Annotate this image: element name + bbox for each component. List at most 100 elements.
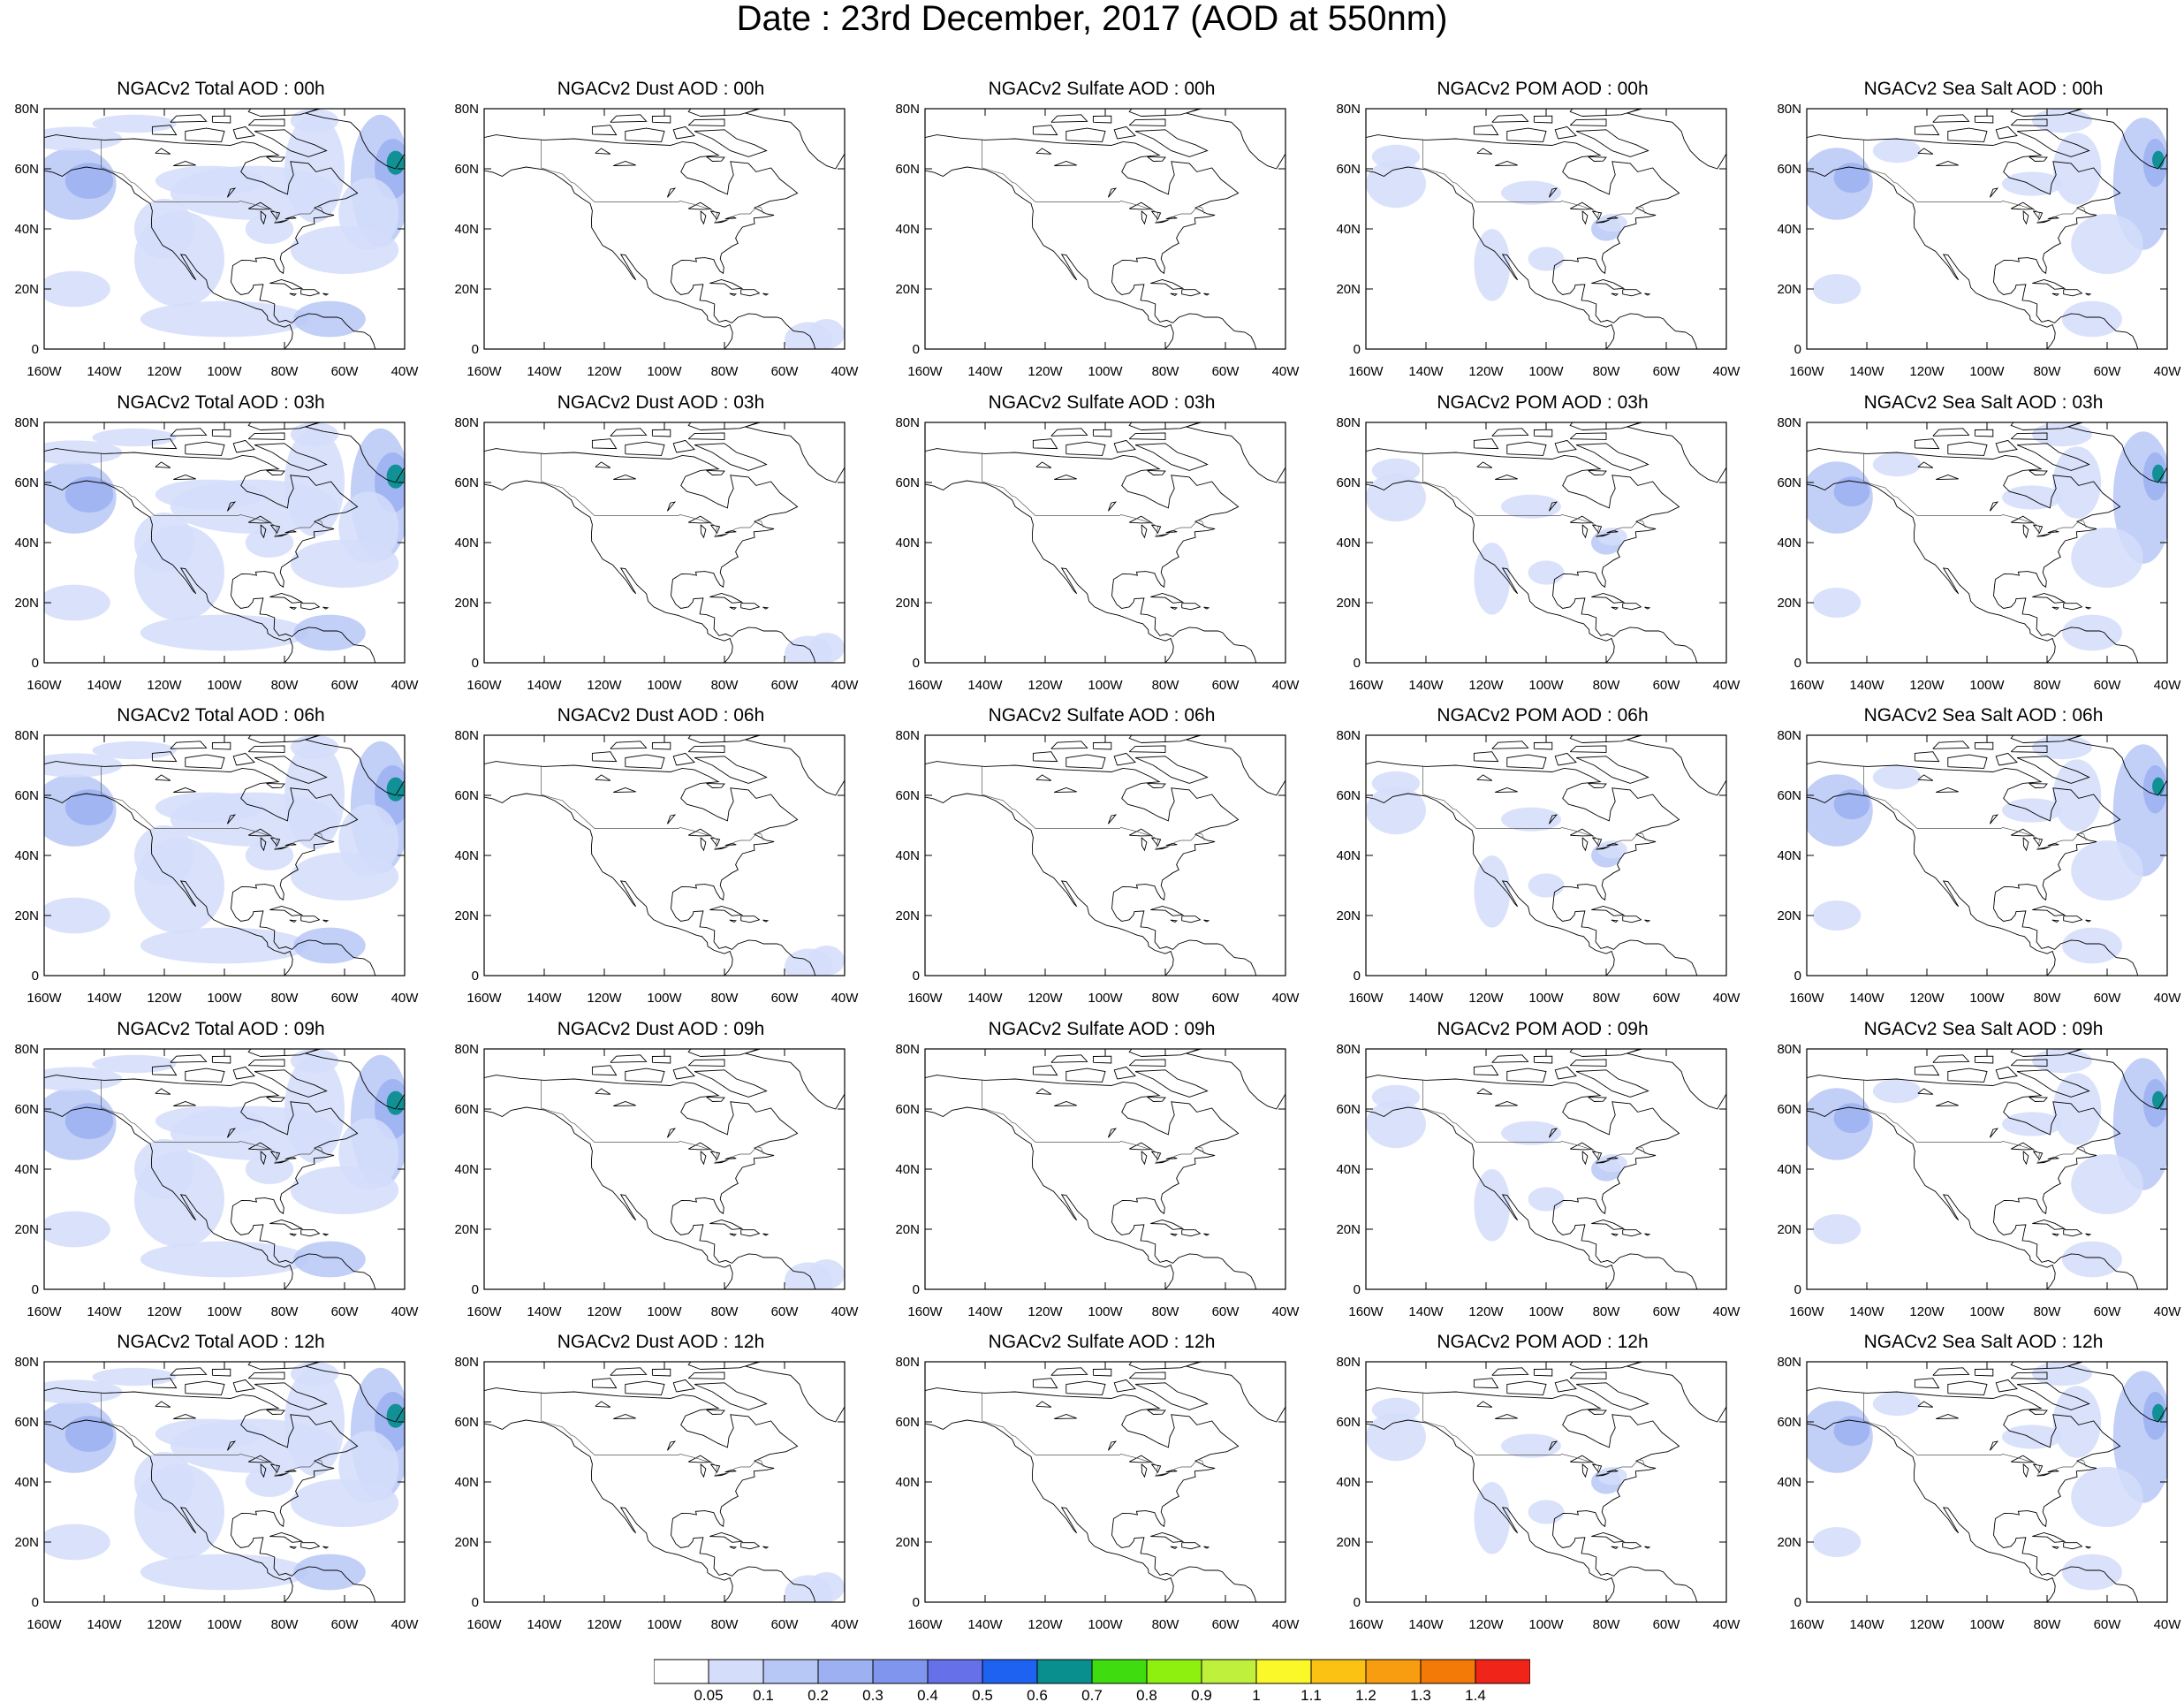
coastline [1054,787,1077,794]
coastlines [1807,1362,2167,1602]
lat-tick-label: 80N [14,728,39,743]
coastline [1569,1049,1643,1057]
coastline [613,787,636,794]
coastline [44,1106,293,1289]
coastline [2010,201,2035,210]
aod-patch [338,804,399,877]
lon-tick-label: 120W [1468,364,1504,379]
colorbar: 0.05 0.1 0.2 0.3 0.4 0.5 0.6 0.7 0.8 0.9 1 1.1 1.2 1.… [654,1659,1530,1702]
coastline [274,846,288,850]
lat-tick-label: 80N [895,102,920,117]
lon-tick-label: 120W [147,1304,182,1319]
coastline [591,438,618,450]
aod-field [1807,735,2167,964]
lat-tick-label: 0 [32,1595,39,1610]
coastline [1575,443,1649,471]
aod-map: 160W 140W 120W 100W 80W 60W 40W 0 20N 40N 60N 80N [14,1355,419,1632]
coastline [1032,438,1058,450]
coastline [1491,114,1529,123]
lon-tick-label: 80W [711,991,739,1006]
lon-tick-label: 80W [1593,364,1621,379]
coastline [1147,1096,1166,1102]
coastline [289,606,297,611]
coastline [266,156,285,162]
coastline [1495,787,1518,794]
national-border [541,1080,764,1163]
lon-tick-label: 140W [87,1617,122,1632]
coastline [1644,1546,1651,1549]
aod-patch [293,1554,366,1591]
coastline [1155,1472,1169,1477]
coastline [714,1159,728,1164]
coastline [1141,210,1148,225]
aod-field [1366,144,1627,301]
coastline [1644,919,1651,923]
coastline [170,428,208,437]
lat-tick-label: 40N [1777,222,1801,237]
coastline [247,201,272,210]
lon-tick-label: 60W [331,678,360,693]
coastline [687,1362,762,1370]
aod-map: 160W 140W 120W 100W 80W 60W 40W 0 20N 40N 60N 80N [454,1042,859,1319]
lat-tick-label: 40N [454,1162,479,1177]
coastline [300,916,321,923]
lon-tick-label: 60W [2094,991,2122,1006]
lat-tick-label: 40N [14,536,39,551]
coastline [211,741,231,750]
coastline [266,469,285,475]
aod-patch [2071,528,2143,588]
coastline [2051,293,2059,297]
coastline [1473,1378,1499,1389]
coastline [1170,919,1178,923]
panel-title: NGACv2 Total AOD : 03h [117,392,325,413]
coastline [247,515,272,524]
colorbar-label: 1.2 [1355,1687,1376,1702]
lon-tick-label: 80W [1593,1617,1621,1632]
aod-patch [1528,1187,1565,1212]
lat-tick-label: 80N [895,1355,920,1370]
lat-tick-label: 20N [895,596,920,611]
aod-patch [1501,1121,1561,1145]
coastline [762,1546,770,1549]
coastline [1113,439,1136,453]
aod-patch [1833,476,1870,507]
coastlines [1366,1362,1726,1602]
coastline [1476,774,1493,781]
coastline [260,837,267,852]
aod-patch [140,927,309,964]
lat-tick-label: 0 [472,656,479,671]
national-border [541,140,764,223]
coastline [729,919,737,923]
colorbar-label: 0.3 [862,1687,883,1702]
coastline [1914,1378,1940,1389]
lat-tick-label: 20N [454,1222,479,1237]
coastline [247,1059,285,1067]
coastline [1366,793,1615,976]
lat-tick-label: 40N [1336,1162,1361,1177]
colorbar-label: 0.2 [808,1687,829,1702]
coastline [322,1233,330,1236]
aod-patch [2002,1112,2062,1136]
coastline [1128,1059,1166,1067]
coastline [1186,109,1285,170]
lon-tick-label: 100W [1088,678,1123,693]
panel-title: NGACv2 POM AOD : 12h [1437,1332,1649,1352]
coastline [2085,1233,2092,1236]
lon-tick-label: 40W [391,364,420,379]
lon-tick-label: 140W [1849,1617,1884,1632]
coastline [1548,1128,1558,1138]
coastline [1476,1088,1493,1095]
lon-tick-label: 40W [831,364,860,379]
coastline [1181,1542,1202,1550]
panel-title: NGACv2 Dust AOD : 09h [557,1019,765,1039]
colorbar-swatch [1475,1659,1530,1684]
map-panel: 160W 140W 120W 100W 80W 60W 40W 0 20N 40N 60N 80N NG… [881,78,1321,391]
lon-tick-label: 60W [1653,678,1681,693]
lon-tick-label: 160W [1789,364,1824,379]
lon-tick-label: 60W [2094,364,2122,379]
coastline [1128,828,1153,837]
lon-tick-label: 100W [1528,1617,1564,1632]
colorbar-label: 1.3 [1410,1687,1431,1702]
lon-tick-label: 100W [647,678,682,693]
coastline [2047,1469,2059,1473]
